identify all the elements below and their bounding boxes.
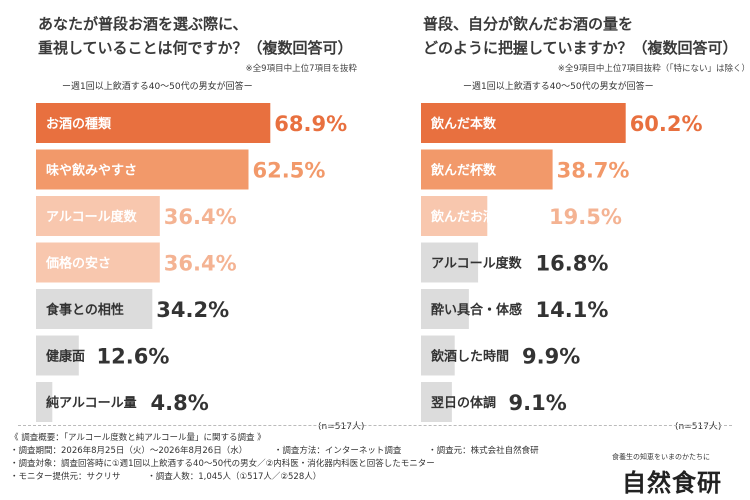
chart-panel-right: 普段、自分が飲んだお酒の量を どのように把握していますか？（複数回答可） ※全9…	[385, 0, 750, 432]
bar	[421, 289, 469, 329]
bar	[421, 242, 479, 283]
category-label: お酒の種類	[46, 116, 112, 132]
value-label: 62.5%	[253, 159, 326, 183]
category-label: 翌日の体調	[431, 395, 496, 411]
category-label: 食事との相性	[46, 302, 124, 318]
bar-group: 健康面 12.6%	[36, 335, 170, 376]
category-label: 健康面	[46, 349, 85, 365]
bar-group: 純アルコール量 4.8%	[36, 382, 209, 422]
sample-size-label: (n=517人)	[318, 422, 365, 432]
bar-chart-right: 飲んだ本数 60.2% 飲んだ杯数 38.7% 飲んだお酒の容量 19.5% アルコール度数…	[421, 103, 703, 422]
footer-divider	[18, 425, 732, 426]
bar-group: お酒の種類 68.9%	[36, 103, 347, 143]
bar-group: 価格の安さ 36.4%	[36, 242, 237, 283]
chart-subtitle: ー週1回以上飲酒する40～50代の男女が回答ー	[463, 82, 654, 92]
bar	[36, 289, 153, 329]
chart-title-line-1: あなたが普段お酒を選ぶ際に、	[38, 15, 248, 33]
bar	[36, 242, 160, 283]
survey-target-row: ・調査対象：調査回答時に①週1回以上飲酒する40～50代の男女／②内科医・消化器…	[10, 458, 610, 471]
bar	[421, 149, 553, 190]
category-label: 味や飲みやすさ	[46, 163, 137, 179]
bar	[421, 103, 626, 143]
brand-logo: 自然食研	[622, 469, 722, 497]
value-label: 9.1%	[509, 391, 567, 415]
category-label: 飲酒した時間	[430, 349, 509, 365]
value-label: 34.2%	[156, 298, 229, 322]
category-label: 飲んだ本数	[430, 116, 497, 132]
survey-summary: 《 調査概要：「アルコール度数と純アルコール量」に関する調査 》 ・調査期間：2…	[10, 432, 610, 484]
survey-target: ・調査対象：調査回答時に①週1回以上飲酒する40～50代の男女／②内科医・消化器…	[10, 459, 435, 469]
bar-group: 飲んだお酒の容量 19.5%	[421, 196, 622, 236]
value-label: 4.8%	[151, 391, 209, 415]
survey-method: ・調査方法：インターネット調査	[273, 446, 402, 456]
chart-title-line-1: 普段、自分が飲んだお酒の量を	[423, 15, 634, 33]
chart-title-line-2: 重視していることは何ですか？（複数回答可）	[38, 39, 353, 57]
survey-period: ・調査期間：2026年8月25日（火）～2026年8月26日（水）	[10, 446, 248, 456]
chart-title: あなたが普段お酒を選ぶ際に、 重視していることは何ですか？（複数回答可）	[38, 12, 378, 60]
value-label: 36.4%	[164, 205, 237, 229]
bar-group: 味や飲みやすさ 62.5%	[36, 149, 326, 190]
chart-subtitle: ー週1回以上飲酒する40～50代の男女が回答ー	[62, 82, 253, 92]
bar-chart-left: お酒の種類 68.9% 味や飲みやすさ 62.5% アルコール度数 36.4% 価格の安さ 3…	[36, 103, 347, 422]
sample-size-label: (n=517人)	[675, 422, 722, 432]
value-label: 19.5%	[549, 205, 622, 229]
bar-group: 翌日の体調 9.1%	[421, 382, 567, 422]
category-label: 純アルコール量	[46, 395, 137, 411]
category-label: アルコール度数	[431, 256, 523, 272]
bar	[421, 196, 488, 236]
category-label: 酔い具合・体感	[431, 302, 522, 318]
survey-count: ・調査人数：1,045人（①517人／②528人）	[147, 472, 322, 482]
brand-tagline: 食養生の知恵をいまのかたちに	[612, 453, 710, 461]
survey-summary-heading: 《 調査概要：「アルコール度数と純アルコール量」に関する調査 》	[10, 432, 610, 445]
value-label: 60.2%	[630, 112, 703, 136]
survey-provider-row: ・モニター提供元：サクリサ ・調査人数：1,045人（①517人／②528人）	[10, 471, 610, 484]
value-label: 16.8%	[536, 252, 609, 276]
value-label: 12.6%	[97, 345, 170, 369]
bar	[36, 103, 271, 143]
chart-title: 普段、自分が飲んだお酒の量を どのように把握していますか？（複数回答可）	[423, 12, 750, 60]
bar	[36, 196, 160, 236]
chart-title-line-2: どのように把握していますか？（複数回答可）	[423, 39, 738, 57]
value-label: 38.7%	[557, 159, 630, 183]
category-label: 飲んだお酒の容量	[430, 209, 535, 225]
survey-period-row: ・調査期間：2026年8月25日（火）～2026年8月26日（水） ・調査方法：…	[10, 445, 610, 458]
bar	[421, 335, 455, 376]
bar-group: 飲酒した時間 9.9%	[421, 335, 580, 376]
bar-group: アルコール度数 36.4%	[36, 196, 237, 236]
bar	[421, 382, 452, 422]
value-label: 14.1%	[536, 298, 609, 322]
chart-note: ※全9項目中上位7項目を抜粋	[245, 64, 357, 74]
category-label: 価格の安さ	[45, 256, 111, 272]
survey-provider: ・モニター提供元：サクリサ	[10, 472, 121, 482]
category-label: アルコール度数	[46, 209, 138, 225]
survey-summary-text: 《 調査概要：「アルコール度数と純アルコール量」に関する調査 》	[10, 433, 266, 443]
chart-panel-left: あなたが普段お酒を選ぶ際に、 重視していることは何ですか？（複数回答可） ※全9…	[0, 0, 365, 432]
value-label: 36.4%	[164, 252, 237, 276]
bar-group: 食事との相性 34.2%	[36, 289, 229, 329]
category-label: 飲んだ杯数	[430, 163, 497, 179]
bar-group: 酔い具合・体感 14.1%	[421, 289, 608, 329]
value-label: 9.9%	[522, 345, 580, 369]
bar-group: アルコール度数 16.8%	[421, 242, 609, 283]
chart-note: ※全9項目中上位7項目抜粋（「特にない」は除く）	[557, 64, 750, 74]
bar	[36, 382, 53, 422]
value-label: 68.9%	[274, 112, 347, 136]
bar-group: 飲んだ杯数 38.7%	[421, 149, 630, 190]
survey-source: ・調査元：株式会社自然食研	[428, 446, 539, 456]
bar	[36, 149, 249, 190]
bar-group: 飲んだ本数 60.2%	[421, 103, 703, 143]
bar	[36, 335, 79, 376]
